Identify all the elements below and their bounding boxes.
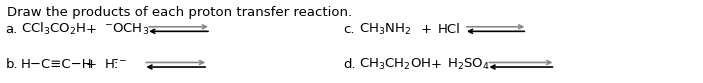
Text: d.: d. [343, 58, 356, 71]
Text: H:̄$^{-}$: H:̄$^{-}$ [104, 58, 127, 71]
Text: a.: a. [6, 23, 18, 36]
Text: H$_2$SO$_4$: H$_2$SO$_4$ [447, 57, 490, 72]
Text: Draw the products of each proton transfer reaction.: Draw the products of each proton transfe… [7, 6, 352, 19]
Text: CH$_3$NH$_2$: CH$_3$NH$_2$ [359, 21, 411, 37]
Text: CH$_3$CH$_2$OH: CH$_3$CH$_2$OH [359, 57, 431, 72]
Text: HCl: HCl [437, 23, 460, 36]
Text: +: + [430, 58, 441, 71]
Text: +: + [86, 58, 97, 71]
Text: +: + [86, 23, 97, 36]
Text: H−C≡C−H: H−C≡C−H [21, 58, 93, 71]
Text: c.: c. [343, 23, 354, 36]
Text: CCl$_3$CO$_2$H: CCl$_3$CO$_2$H [21, 21, 86, 37]
Text: +: + [420, 23, 432, 36]
Text: b.: b. [6, 58, 18, 71]
Text: $^{-}$OCH$_3$: $^{-}$OCH$_3$ [104, 21, 149, 37]
